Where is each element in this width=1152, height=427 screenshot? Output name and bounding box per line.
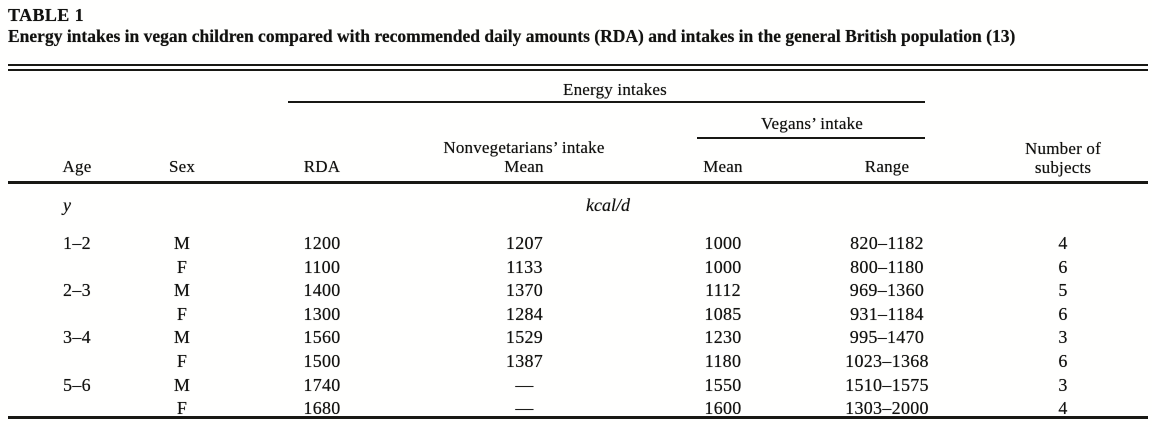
cell-vegan-mean: 1550 <box>704 374 742 395</box>
cell-rda: 1200 <box>303 233 341 253</box>
cell-vegan-mean: 1000 <box>704 256 742 277</box>
table-row: F 1300 1284 1085 931–1184 6 <box>0 304 1152 326</box>
table-row: 3–4 M 1560 1529 1230 995–1470 3 <box>0 327 1152 349</box>
cell-sex: M <box>173 327 191 348</box>
top-double-rule <box>8 64 1148 71</box>
cell-rda: 1500 <box>303 351 341 371</box>
cell-nonveg-mean: 1284 <box>505 303 544 324</box>
cell-number-subjects: 3 <box>1058 374 1068 395</box>
header-rda: RDA <box>303 157 341 176</box>
cell-number-subjects: 6 <box>1058 351 1068 371</box>
header-nonvegetarians-mean: Mean <box>504 157 544 176</box>
header-energy-intakes: Energy intakes <box>563 80 667 99</box>
cell-number-subjects: 3 <box>1058 327 1068 348</box>
cell-vegan-range: 820–1182 <box>850 233 924 253</box>
cell-nonveg-mean: — <box>515 398 534 419</box>
energy-unit-label: kcal/d <box>586 195 630 215</box>
table-row: F 1500 1387 1180 1023–1368 6 <box>0 351 1152 373</box>
cell-nonveg-mean: 1387 <box>505 351 544 371</box>
cell-age: 3–4 <box>63 327 91 348</box>
cell-vegan-mean: 1085 <box>704 303 742 324</box>
cell-vegan-mean: 1600 <box>704 398 742 419</box>
header-nonvegetarians-intake-label: Nonvegetarians’ intake <box>443 138 605 157</box>
cell-vegan-range: 931–1184 <box>850 303 924 324</box>
table-row: 1–2 M 1200 1207 1000 820–1182 4 <box>0 233 1152 255</box>
header-age: Age <box>62 157 92 176</box>
cell-vegan-range: 995–1470 <box>849 327 925 348</box>
cell-nonveg-mean: — <box>515 374 534 395</box>
cell-vegan-range: 1023–1368 <box>845 351 929 371</box>
cell-age: 1–2 <box>63 233 91 253</box>
cell-vegan-range: 969–1360 <box>849 280 925 301</box>
header-number-of-subjects-line2: subjects <box>1034 158 1092 177</box>
cell-vegan-mean: 1230 <box>704 327 742 348</box>
energy-intakes-spanner-rule <box>288 101 925 103</box>
cell-nonveg-mean: 1370 <box>505 280 544 301</box>
cell-nonveg-mean: 1529 <box>505 327 544 348</box>
header-number-of-subjects-line1: Number of <box>1025 139 1101 158</box>
header-vegans-intake: Vegans’ intake <box>760 114 864 133</box>
table-caption: Energy intakes in vegan children compare… <box>8 26 1016 46</box>
cell-rda: 1680 <box>303 398 341 419</box>
age-unit-label: y <box>63 195 71 215</box>
table-label: TABLE 1 <box>8 5 84 25</box>
table-row: F 1100 1133 1000 800–1180 6 <box>0 257 1152 279</box>
cell-number-subjects: 4 <box>1058 233 1068 253</box>
cell-number-subjects: 4 <box>1058 398 1068 419</box>
cell-rda: 1100 <box>303 256 341 277</box>
cell-sex: M <box>173 374 191 395</box>
cell-sex: F <box>176 351 188 371</box>
table-row: 2–3 M 1400 1370 1112 969–1360 5 <box>0 280 1152 302</box>
cell-sex: F <box>176 256 188 277</box>
cell-rda: 1300 <box>303 303 341 324</box>
header-bottom-rule <box>8 181 1148 184</box>
cell-nonveg-mean: 1133 <box>506 256 543 277</box>
cell-vegan-range: 1510–1575 <box>845 374 929 395</box>
cell-vegan-range: 800–1180 <box>850 256 924 277</box>
cell-number-subjects: 5 <box>1058 280 1068 301</box>
cell-vegan-mean: 1000 <box>704 233 742 253</box>
cell-age: 2–3 <box>63 280 91 301</box>
header-nonvegetarians-intake: Nonvegetarians’ intake Mean <box>404 138 644 176</box>
cell-rda: 1740 <box>303 374 341 395</box>
table-row: F 1680 — 1600 1303–2000 4 <box>0 398 1152 420</box>
table-row: 5–6 M 1740 — 1550 1510–1575 3 <box>0 375 1152 397</box>
cell-age: 5–6 <box>63 374 91 395</box>
header-sex: Sex <box>168 157 196 176</box>
cell-number-subjects: 6 <box>1058 256 1068 277</box>
cell-number-subjects: 6 <box>1058 303 1068 324</box>
header-vegan-mean: Mean <box>703 157 743 176</box>
header-vegan-range: Range <box>864 157 910 176</box>
cell-vegan-range: 1303–2000 <box>845 398 929 419</box>
table-bottom-rule <box>8 416 1148 419</box>
cell-rda: 1560 <box>303 327 341 348</box>
cell-vegan-mean: 1112 <box>705 280 741 301</box>
vegans-intake-spanner-rule <box>697 137 925 139</box>
cell-sex: F <box>176 398 188 419</box>
cell-sex: M <box>173 233 191 253</box>
cell-sex: M <box>173 280 191 301</box>
cell-sex: F <box>176 303 188 324</box>
header-number-of-subjects: Number of subjects <box>973 139 1152 177</box>
cell-rda: 1400 <box>303 280 341 301</box>
cell-nonveg-mean: 1207 <box>505 233 544 253</box>
cell-vegan-mean: 1180 <box>704 351 742 371</box>
